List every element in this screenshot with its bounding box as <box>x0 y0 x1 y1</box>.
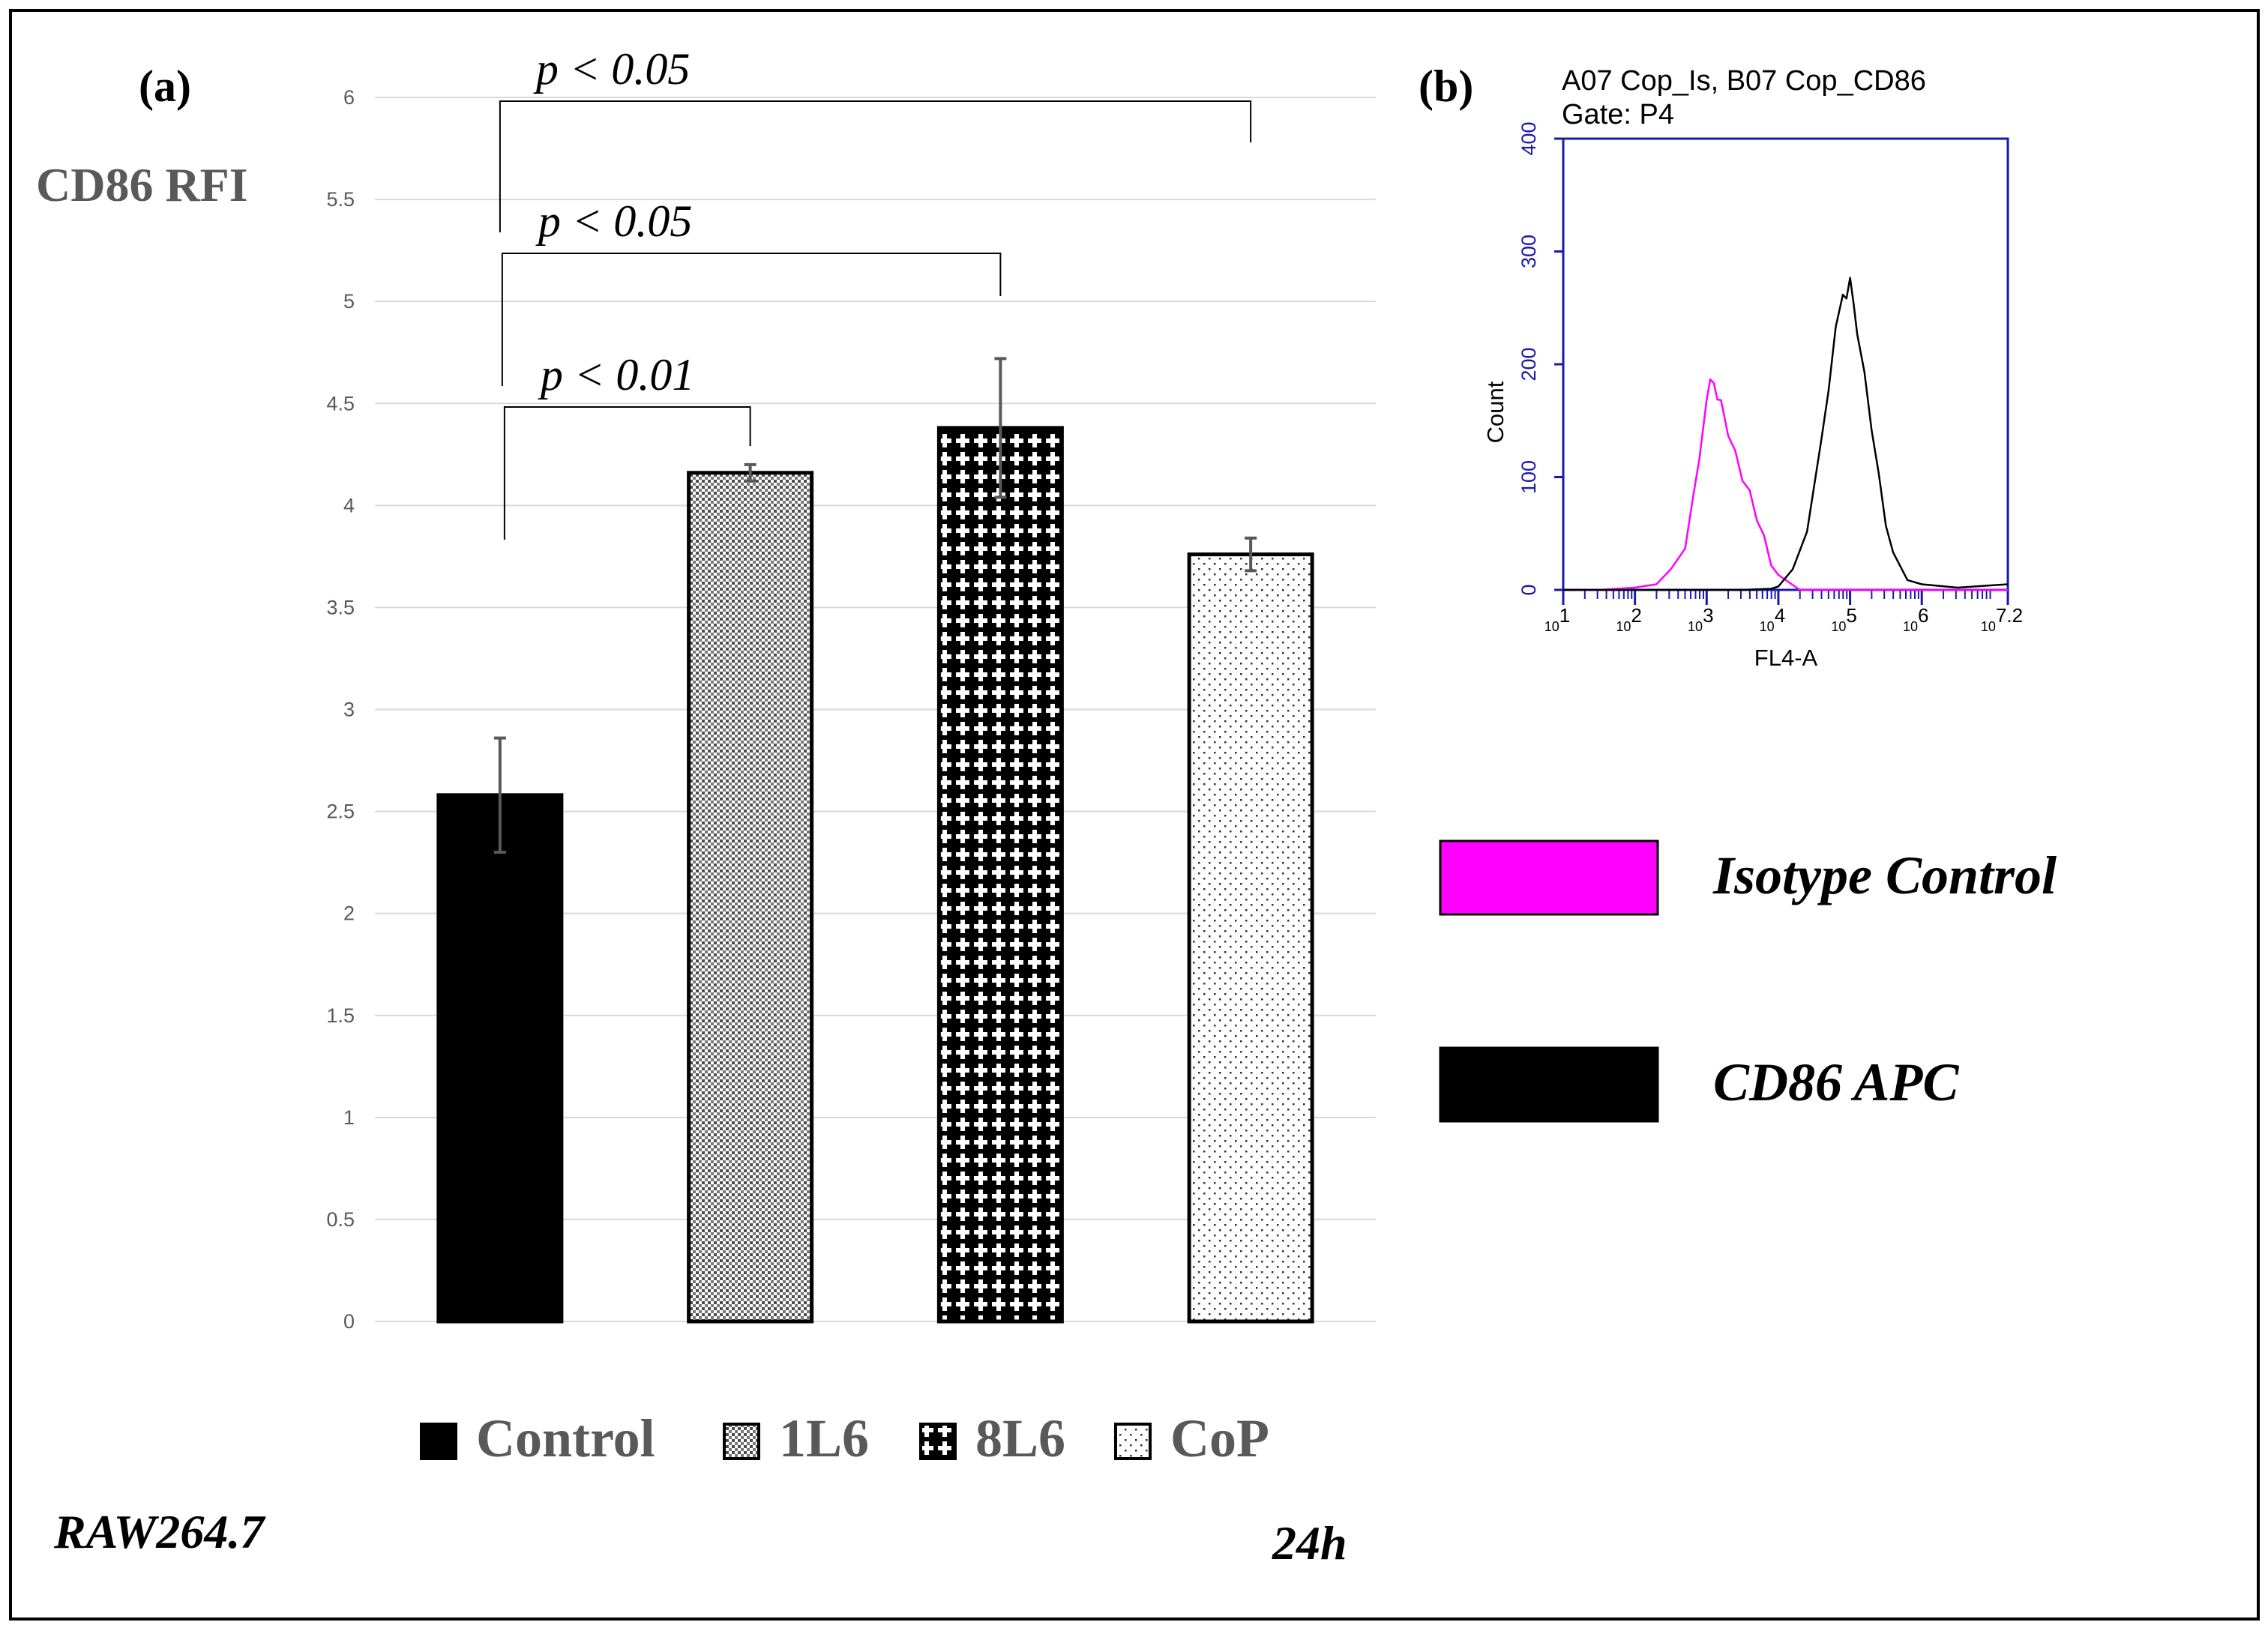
legend-swatch-control <box>420 1423 457 1460</box>
bar-1l6 <box>687 471 814 1324</box>
y-tick-1-5: 1.5 <box>326 1004 355 1027</box>
flow-histogram-panel: (b) A07 Cop_Is, B07 Cop_CD86 Gate: P4 01… <box>1419 61 2057 1123</box>
bracket-control-1l6 <box>503 406 751 540</box>
p-value-control-cop: p < 0.05 <box>533 44 691 94</box>
histogram-y-tick-300: 300 <box>1517 235 1540 268</box>
histogram-plot-frame <box>1562 137 2009 591</box>
histogram-y-label: Count <box>1482 381 1509 443</box>
histogram-x-tick-10-5: 105 <box>1831 604 1857 634</box>
histogram-y-tick-400: 400 <box>1517 121 1540 155</box>
error-bars <box>493 357 1257 854</box>
time-label: 24h <box>1272 1516 1347 1570</box>
histogram-x-ticks: 101 102 103 104 105 106 107.2 <box>1544 590 2023 634</box>
legend-label-1l6: 1L6 <box>779 1408 869 1468</box>
legend-swatch-1l6 <box>723 1423 760 1460</box>
legend-swatch-cop <box>1114 1423 1152 1460</box>
y-tick-3-5: 3.5 <box>326 596 355 618</box>
histogram-x-tick-10-1: 101 <box>1544 604 1571 634</box>
figure-border <box>9 9 2260 1621</box>
histogram-subtitle: Gate: P4 <box>1562 99 1674 130</box>
y-tick-2: 2 <box>343 902 355 925</box>
bar-8l6 <box>936 426 1064 1324</box>
histogram-x-tick-10-4: 104 <box>1760 604 1786 634</box>
cell-line-label: RAW264.7 <box>53 1505 266 1558</box>
legend-label-cd86-apc: CD86 APC <box>1713 1052 1959 1112</box>
p-value-control-1l6: p < 0.01 <box>538 350 695 400</box>
histogram-title: A07 Cop_Is, B07 Cop_CD86 <box>1562 65 1926 97</box>
y-tick-0-5: 0.5 <box>326 1208 355 1231</box>
bars <box>436 426 1314 1324</box>
panel-a-label: (a) <box>139 61 191 111</box>
histogram-y-ticks: 0 100 200 300 400 <box>1517 121 1563 596</box>
bar-cop <box>1187 552 1314 1324</box>
legend-label-control: Control <box>476 1408 655 1468</box>
histogram-x-tick-10-6: 106 <box>1903 604 1929 634</box>
histogram-series <box>1563 277 2009 591</box>
y-tick-labels: 0 0.5 1 1.5 2 2.5 3 3.5 4 4.5 5 5.5 6 <box>326 86 355 1333</box>
histogram-x-tick-10-2: 102 <box>1616 604 1642 634</box>
y-tick-6: 6 <box>343 86 355 109</box>
legend-label-8l6: 8L6 <box>975 1408 1065 1468</box>
y-tick-3: 3 <box>343 699 355 721</box>
y-tick-1: 1 <box>343 1106 355 1129</box>
significance-brackets: p < 0.01 p < 0.05 p < 0.05 <box>499 44 1252 540</box>
y-axis-label: CD86 RFI <box>36 158 248 211</box>
y-tick-0: 0 <box>343 1310 355 1333</box>
p-value-control-8l6: p < 0.05 <box>535 196 693 246</box>
panel-b-label: (b) <box>1419 61 1473 111</box>
histogram-line-cd86-apc <box>1563 277 2009 591</box>
bracket-control-cop <box>499 100 1252 232</box>
bar-legend: Control 1L6 8L6 CoP <box>420 1408 1269 1468</box>
histogram-y-tick-0: 0 <box>1517 584 1540 595</box>
histogram-x-tick-10-7-2: 107.2 <box>1981 604 2023 634</box>
histogram-x-label: FL4-A <box>1754 645 1818 671</box>
bracket-control-8l6 <box>501 253 1002 386</box>
histogram-legend: Isotype Control CD86 APC <box>1439 839 2057 1123</box>
legend-label-isotype-control: Isotype Control <box>1712 845 2057 905</box>
y-tick-5-5: 5.5 <box>326 188 355 211</box>
histogram-x-tick-10-3: 103 <box>1688 604 1714 634</box>
histogram-y-tick-200: 200 <box>1517 347 1540 381</box>
y-tick-4-5: 4.5 <box>326 392 355 414</box>
bar-chart-panel: (a) CD86 RFI 0 0.5 1 1.5 2 2.5 3 3.5 4 4.5 5 5.5 6 p… <box>36 44 1376 1570</box>
bar-control <box>436 793 564 1324</box>
legend-label-cop: CoP <box>1170 1408 1269 1468</box>
y-tick-4: 4 <box>343 494 355 516</box>
histogram-y-tick-100: 100 <box>1517 460 1540 494</box>
histogram-line-isotype-control <box>1563 378 2008 591</box>
legend-swatch-isotype-control <box>1439 839 1659 916</box>
legend-swatch-cd86-apc <box>1439 1046 1659 1123</box>
y-tick-5: 5 <box>343 290 355 313</box>
legend-swatch-8l6 <box>919 1423 957 1460</box>
y-tick-2-5: 2.5 <box>326 801 355 823</box>
